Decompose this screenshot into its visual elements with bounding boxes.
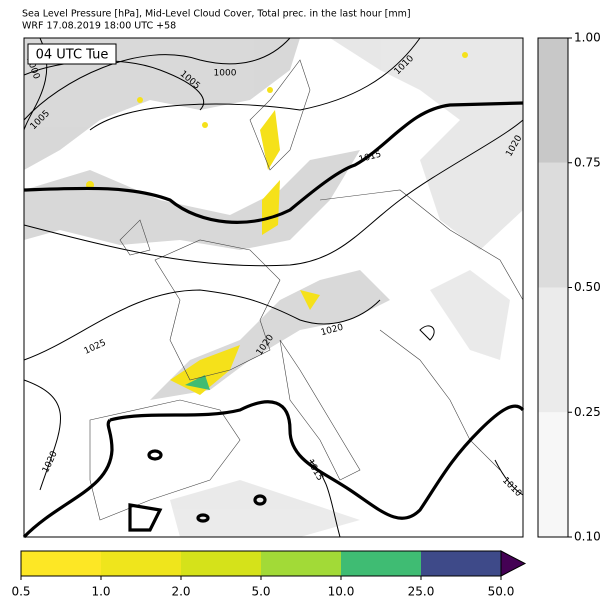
- colorbar-segment: [538, 162, 568, 288]
- title-line: WRF 17.08.2019 18:00 UTC +58: [22, 21, 176, 32]
- colorbar-segment: [261, 551, 341, 576]
- colorbar-tick-label: 0.50: [574, 280, 601, 294]
- colorbar-segment: [101, 551, 181, 576]
- cloud-colorbar: 0.10 0.25 0.50 0.75 1.00: [537, 31, 601, 544]
- contour-label: 1000: [214, 69, 237, 79]
- colorbar-segment: [421, 551, 501, 576]
- title-line: Sea Level Pressure [hPa], Mid-Level Clou…: [22, 9, 411, 20]
- colorbar-tick-label: 2.0: [171, 585, 190, 599]
- colorbar-tick-label: 0.75: [574, 155, 601, 169]
- colorbar-tick-label: 0.25: [574, 405, 601, 419]
- pressure-contours: [23, 37, 524, 538]
- colorbar-tick-label: 5.0: [251, 585, 270, 599]
- colorbar-tick-label: 0.5: [11, 585, 30, 599]
- colorbar-tick-label: 0.10: [574, 530, 601, 544]
- map: 1000 1005 1000 1005 1010 1015 1020 1025 …: [22, 37, 525, 539]
- closed-lows: [128, 449, 267, 532]
- precip-colorbar: 0.5 1.0 2.0 5.0 10.0 25.0 50.0: [11, 550, 527, 599]
- colorbar-segment: [181, 551, 261, 576]
- colorbar-tick-label: 10.0: [328, 585, 355, 599]
- colorbar-segment: [538, 287, 568, 413]
- precipitation: [86, 52, 468, 395]
- colorbar-tick-label: 1.0: [91, 585, 110, 599]
- map-frame: [23, 37, 524, 538]
- colorbar-segment: [538, 38, 568, 163]
- time-label: 04 UTC Tue: [36, 48, 109, 63]
- coastlines: [89, 59, 524, 521]
- contour-1015: [22, 101, 525, 539]
- colorbar-tick-label: 1.00: [574, 31, 601, 45]
- colorbar-segment: [341, 551, 421, 576]
- colorbar-segment: [21, 551, 101, 576]
- colorbar-tick-label: 50.0: [488, 585, 515, 599]
- colorbar-extend: [500, 550, 527, 577]
- time-label-box: [27, 43, 117, 65]
- colorbar-tick-label: 25.0: [408, 585, 435, 599]
- colorbar-segment: [538, 412, 568, 537]
